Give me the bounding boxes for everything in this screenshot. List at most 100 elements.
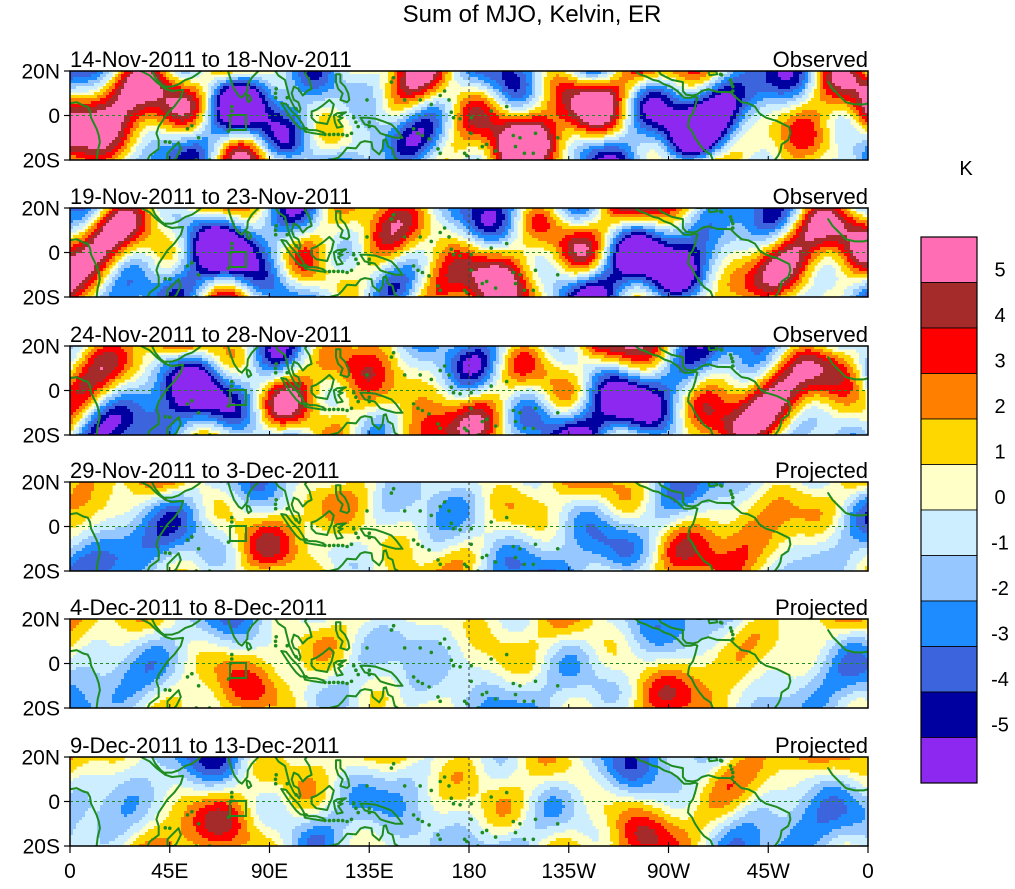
field-cell bbox=[271, 149, 278, 153]
island bbox=[273, 228, 278, 233]
field-cell bbox=[466, 220, 476, 224]
field-cell bbox=[418, 277, 422, 281]
field-cell bbox=[256, 358, 263, 362]
field-cell bbox=[664, 131, 671, 135]
field-cell bbox=[727, 283, 746, 287]
field-cell bbox=[670, 140, 674, 144]
field-cell bbox=[268, 122, 281, 126]
field-cell bbox=[640, 286, 650, 290]
field-cell bbox=[100, 367, 104, 371]
field-cell bbox=[115, 244, 122, 248]
field-cell bbox=[670, 229, 674, 233]
field-cell bbox=[439, 125, 443, 129]
field-cell bbox=[559, 83, 575, 87]
field-cell bbox=[70, 349, 80, 353]
field-cell bbox=[556, 140, 560, 144]
field-cell bbox=[754, 277, 764, 281]
field-cell bbox=[229, 143, 239, 147]
field-cell bbox=[349, 107, 377, 111]
field-cell bbox=[412, 92, 425, 96]
field-cell bbox=[712, 146, 716, 150]
field-cell bbox=[721, 146, 725, 150]
field-cell bbox=[256, 220, 266, 224]
field-cell bbox=[406, 122, 416, 126]
field-cell bbox=[298, 71, 305, 75]
field-cell bbox=[259, 152, 266, 156]
field-cell bbox=[196, 104, 200, 108]
field-cell bbox=[562, 265, 569, 269]
field-cell bbox=[469, 286, 479, 290]
field-cell bbox=[634, 295, 641, 297]
field-cell bbox=[346, 116, 356, 120]
field-cell bbox=[625, 122, 632, 126]
island bbox=[480, 281, 485, 286]
field-cell bbox=[493, 370, 497, 374]
field-cell bbox=[547, 295, 554, 297]
field-cell bbox=[631, 116, 635, 120]
field-cell bbox=[229, 140, 239, 144]
field-cell bbox=[187, 241, 191, 245]
field-cell bbox=[166, 98, 188, 102]
field-cell bbox=[517, 292, 524, 296]
field-cell bbox=[496, 143, 500, 147]
field-cell bbox=[589, 271, 596, 275]
island bbox=[354, 120, 358, 124]
field-cell bbox=[493, 131, 503, 135]
field-cell bbox=[706, 271, 713, 275]
field-cell bbox=[802, 104, 848, 108]
island bbox=[391, 212, 396, 217]
field-cell bbox=[547, 370, 569, 374]
field-cell bbox=[250, 292, 254, 296]
field-cell bbox=[703, 83, 710, 87]
field-cell bbox=[451, 143, 485, 147]
field-cell bbox=[862, 77, 868, 81]
field-cell bbox=[400, 238, 407, 242]
field-cell bbox=[646, 289, 653, 293]
field-cell bbox=[535, 214, 545, 218]
field-cell bbox=[778, 232, 782, 236]
field-cell bbox=[346, 361, 383, 365]
field-cell bbox=[571, 116, 581, 120]
field-cell bbox=[613, 283, 623, 287]
field-cell bbox=[616, 92, 620, 96]
field-cell bbox=[319, 131, 344, 135]
field-cell bbox=[499, 238, 509, 242]
field-cell bbox=[502, 89, 515, 93]
island bbox=[436, 284, 440, 288]
field-cell bbox=[736, 238, 740, 242]
field-cell bbox=[406, 74, 434, 78]
field-cell bbox=[619, 119, 623, 123]
field-cell bbox=[550, 128, 557, 132]
field-cell bbox=[619, 92, 626, 96]
field-cell bbox=[337, 268, 350, 272]
field-cell bbox=[802, 89, 806, 93]
field-cell bbox=[712, 152, 716, 156]
field-cell bbox=[493, 158, 497, 160]
field-cell bbox=[127, 280, 134, 284]
island bbox=[185, 127, 190, 131]
field-cell bbox=[667, 95, 674, 99]
field-cell bbox=[436, 364, 446, 368]
field-cell bbox=[820, 71, 824, 75]
field-cell bbox=[736, 104, 743, 108]
field-cell bbox=[211, 128, 224, 132]
field-cell bbox=[562, 286, 572, 290]
field-cell bbox=[334, 83, 368, 87]
field-cell bbox=[436, 241, 467, 245]
field-cell bbox=[655, 373, 668, 377]
field-cell bbox=[751, 253, 761, 257]
field-cell bbox=[859, 259, 868, 263]
field-cell bbox=[700, 77, 710, 81]
field-cell bbox=[124, 367, 131, 371]
field-cell bbox=[769, 125, 782, 129]
field-cell bbox=[148, 376, 158, 380]
field-cell bbox=[211, 376, 215, 380]
field-cell bbox=[787, 277, 794, 281]
field-cell bbox=[805, 265, 809, 269]
field-cell bbox=[445, 364, 452, 368]
field-cell bbox=[724, 271, 734, 275]
field-cell bbox=[439, 208, 449, 212]
field-cell bbox=[769, 134, 782, 138]
field-cell bbox=[607, 238, 611, 242]
field-cell bbox=[610, 116, 617, 120]
